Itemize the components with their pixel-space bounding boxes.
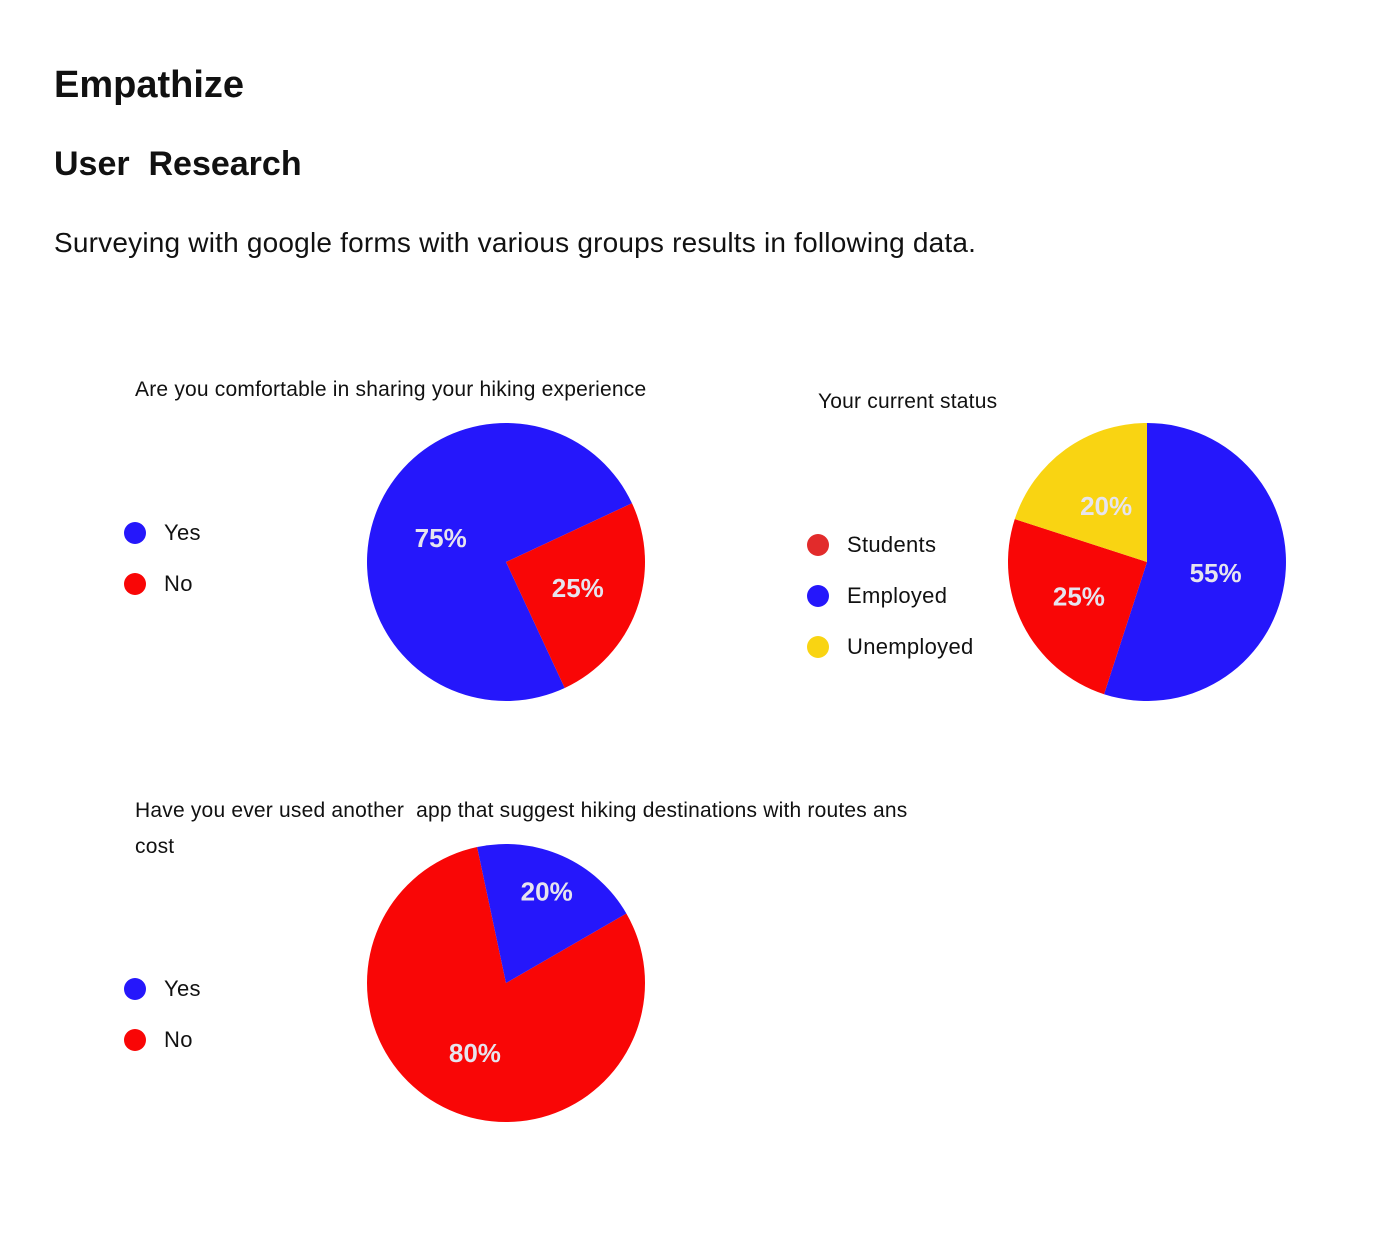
pie-data-label: 25% bbox=[552, 573, 604, 603]
pie-slice-unemployed bbox=[1014, 423, 1147, 562]
pie-data-label: 20% bbox=[1080, 491, 1132, 521]
pie-slice-yes bbox=[477, 844, 627, 983]
chart-title: Are you comfortable in sharing your hiki… bbox=[135, 378, 647, 401]
pie-slice-yes bbox=[367, 423, 632, 702]
legend-item: Students bbox=[807, 519, 974, 570]
legend-dot-icon bbox=[807, 533, 829, 556]
pie-data-label: 75% bbox=[415, 523, 467, 553]
pie-data-label: 20% bbox=[521, 877, 573, 907]
legend-label: Yes bbox=[164, 975, 201, 1001]
chart-title: Your current status bbox=[818, 390, 998, 413]
page-title: Empathize bbox=[54, 64, 245, 106]
pie-data-label: 25% bbox=[1053, 582, 1105, 612]
pie-chart: 55% 25% 20% bbox=[1007, 423, 1286, 701]
legend-item: No bbox=[124, 1014, 201, 1065]
pie-chart: 75% 25% bbox=[367, 423, 646, 702]
legend-item: No bbox=[124, 558, 201, 609]
legend-item: Unemployed bbox=[807, 621, 974, 672]
pie-slice-students bbox=[1007, 519, 1147, 695]
legend-label: No bbox=[164, 570, 193, 596]
chart-title: Have you ever used another app that sugg… bbox=[135, 799, 914, 858]
legend-dot-icon bbox=[807, 584, 829, 607]
legend-dot-icon bbox=[124, 1028, 146, 1051]
legend-item: Yes bbox=[124, 963, 201, 1014]
pie-slice-no bbox=[367, 847, 646, 1123]
legend-dot-icon bbox=[124, 572, 146, 595]
legend-dot-icon bbox=[124, 521, 146, 544]
chart-legend: Students Employed Unemployed bbox=[807, 519, 974, 672]
legend-item: Yes bbox=[124, 507, 201, 558]
pie-slice-employed bbox=[1104, 423, 1286, 701]
legend-label: Unemployed bbox=[847, 633, 974, 659]
intro-text: Surveying with google forms with various… bbox=[54, 227, 977, 258]
legend-item: Employed bbox=[807, 570, 974, 621]
pie-slice-no bbox=[506, 503, 646, 688]
section-title: User Research bbox=[54, 145, 302, 183]
chart-legend: Yes No bbox=[124, 963, 201, 1065]
legend-label: Students bbox=[847, 531, 937, 557]
legend-label: Yes bbox=[164, 519, 201, 545]
legend-label: No bbox=[164, 1026, 193, 1052]
legend-label: Employed bbox=[847, 582, 948, 608]
legend-dot-icon bbox=[807, 635, 829, 658]
chart-legend: Yes No bbox=[124, 507, 201, 609]
pie-data-label: 55% bbox=[1190, 558, 1242, 588]
pie-chart: 80% 20% bbox=[367, 844, 646, 1123]
pie-data-label: 80% bbox=[449, 1038, 501, 1068]
legend-dot-icon bbox=[124, 977, 146, 1000]
